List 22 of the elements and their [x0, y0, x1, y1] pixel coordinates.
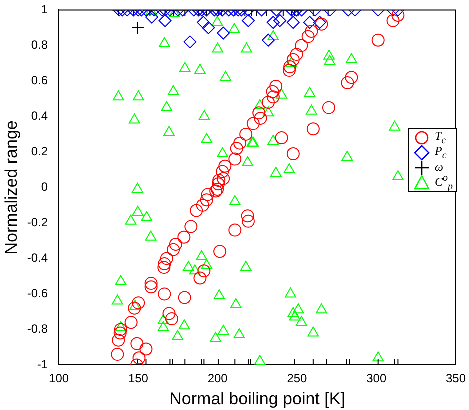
- x-tick-label: 200: [208, 372, 228, 386]
- y-tick-label: -1: [37, 358, 48, 372]
- x-tick-label: 250: [287, 372, 308, 386]
- y-tick-label: -0.4: [27, 251, 48, 266]
- y-axis-title: Normalized range: [2, 120, 21, 255]
- y-tick-label: 0: [41, 180, 48, 194]
- x-tick-label: 150: [128, 372, 149, 386]
- x-tick-label: 350: [446, 372, 466, 386]
- y-tick-label: 0.8: [31, 38, 48, 52]
- y-tick-label: 0.6: [31, 74, 48, 88]
- y-tick-label: 0.2: [31, 144, 48, 159]
- legend-label: ω: [434, 160, 444, 175]
- y-tick-label: -0.6: [27, 286, 48, 301]
- y-tick-label: -0.2: [27, 216, 48, 230]
- legend-label: P$_{c}$: [434, 144, 447, 162]
- y-tick-label: 0.4: [31, 109, 48, 124]
- x-axis-title: Normal boiling point [K]: [170, 389, 346, 408]
- x-tick-label: 100: [49, 372, 70, 386]
- legend-label: T$_{c}$: [434, 128, 446, 146]
- y-tick-label: -0.8: [27, 322, 48, 336]
- y-tick-label: 1: [41, 2, 48, 17]
- x-tick-label: 300: [366, 372, 387, 386]
